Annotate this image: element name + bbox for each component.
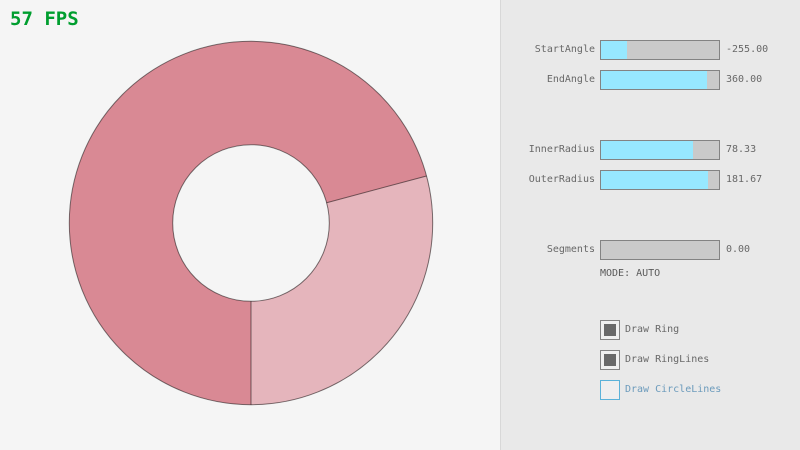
draw-ringlines-label: Draw RingLines — [625, 354, 710, 365]
inner-radius-label: InnerRadius — [528, 144, 595, 155]
draw-ringlines-checkbox[interactable] — [600, 350, 620, 370]
start-angle-slider[interactable] — [600, 40, 720, 60]
end-angle-slider[interactable] — [600, 70, 720, 90]
fps-counter: 57 FPS — [10, 8, 79, 30]
segments-label: Segments — [546, 244, 595, 255]
end-angle-value: 360.00 — [726, 74, 763, 85]
control-panel — [500, 0, 800, 450]
outer-radius-value: 181.67 — [726, 174, 763, 185]
draw-circlelines-label: Draw CircleLines — [625, 384, 722, 395]
segments-mode-text: MODE: AUTO — [600, 268, 661, 279]
start-angle-value: -255.00 — [726, 44, 769, 55]
outer-radius-slider-fill — [601, 171, 709, 189]
ring-single-region — [251, 175, 433, 405]
outer-radius-slider[interactable] — [600, 170, 720, 190]
draw-ring-checkbox[interactable] — [600, 320, 620, 340]
segments-slider[interactable] — [600, 240, 720, 260]
inner-radius-value: 78.33 — [726, 144, 757, 155]
ring-inner-outline — [172, 144, 330, 302]
draw-ringlines-checkmark — [604, 354, 616, 366]
start-angle-label: StartAngle — [534, 44, 595, 55]
inner-radius-slider[interactable] — [600, 140, 720, 160]
segments-value: 0.00 — [726, 244, 751, 255]
end-angle-slider-fill — [601, 71, 708, 89]
outer-radius-label: OuterRadius — [528, 174, 595, 185]
end-angle-label: EndAngle — [546, 74, 595, 85]
inner-radius-slider-fill — [601, 141, 694, 159]
draw-ring-checkmark — [604, 324, 616, 336]
start-angle-slider-fill — [601, 41, 627, 59]
draw-ring-label: Draw Ring — [625, 324, 680, 335]
ring-end-edge-line — [326, 175, 427, 204]
draw-circlelines-checkbox[interactable] — [600, 380, 620, 400]
